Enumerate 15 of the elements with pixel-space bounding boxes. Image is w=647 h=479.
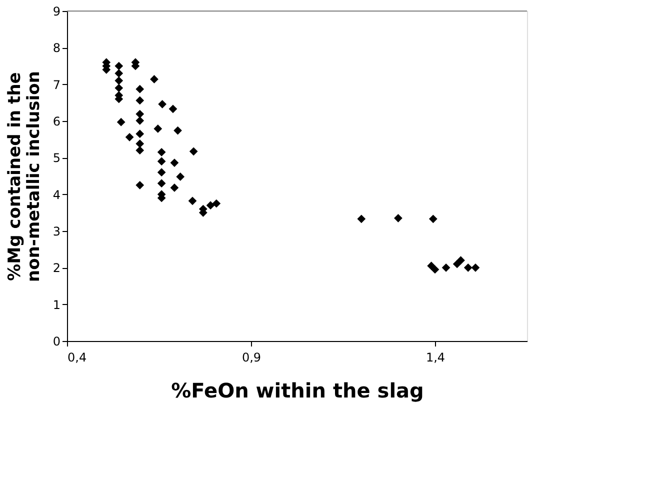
- y-tick-label: 0: [52, 334, 60, 348]
- y-tick-label: 6: [52, 114, 60, 128]
- y-tick-label: 1: [52, 298, 60, 312]
- x-tick-label: 0,4: [68, 350, 87, 364]
- y-tick-label: 9: [52, 4, 60, 18]
- y-tick-label: 4: [52, 188, 60, 202]
- x-tick-label: 1,4: [426, 350, 446, 364]
- y-tick-label: 3: [52, 224, 60, 238]
- y-tick-label: 7: [52, 78, 60, 92]
- x-axis-title: %FeOn within the slag: [171, 378, 424, 402]
- y-tick-label: 2: [52, 261, 60, 276]
- x-tick-label: 0,9: [242, 350, 262, 364]
- y-tick-label: 5: [52, 151, 60, 166]
- y-tick-label: 8: [52, 41, 60, 56]
- y-axis-title: %Mg contained in the non-metallic inclusion: [4, 71, 44, 282]
